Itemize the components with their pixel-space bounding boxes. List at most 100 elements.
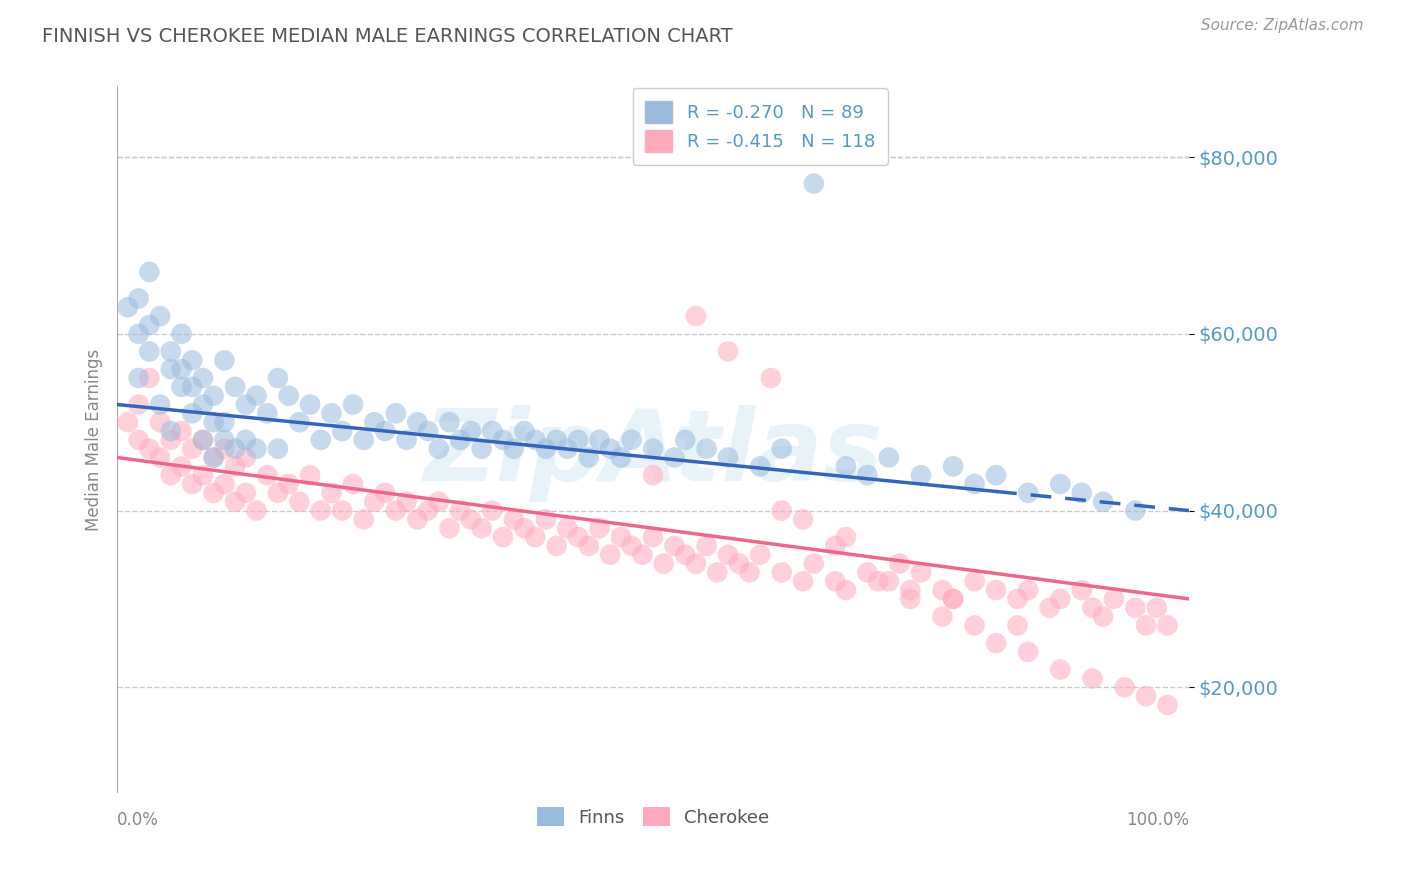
Point	[963, 477, 986, 491]
Point	[673, 548, 696, 562]
Point	[309, 433, 332, 447]
Point	[588, 521, 610, 535]
Point	[856, 566, 879, 580]
Point	[416, 503, 439, 517]
Point	[641, 530, 664, 544]
Point	[267, 442, 290, 456]
Point	[877, 450, 900, 465]
Point	[685, 557, 707, 571]
Point	[599, 548, 621, 562]
Point	[631, 548, 654, 562]
Point	[803, 177, 825, 191]
Point	[1049, 591, 1071, 606]
Point	[717, 450, 740, 465]
Point	[727, 557, 749, 571]
Point	[267, 371, 290, 385]
Point	[406, 512, 429, 526]
Text: ZipAtlas: ZipAtlas	[423, 406, 883, 502]
Point	[191, 433, 214, 447]
Point	[330, 424, 353, 438]
Point	[363, 415, 385, 429]
Point	[170, 459, 193, 474]
Point	[309, 503, 332, 517]
Point	[534, 512, 557, 526]
Point	[578, 450, 600, 465]
Point	[770, 442, 793, 456]
Point	[877, 574, 900, 589]
Point	[567, 433, 589, 447]
Point	[149, 450, 172, 465]
Point	[245, 442, 267, 456]
Point	[149, 309, 172, 323]
Point	[578, 539, 600, 553]
Point	[128, 397, 150, 411]
Point	[1092, 494, 1115, 508]
Point	[138, 371, 160, 385]
Point	[138, 344, 160, 359]
Point	[546, 539, 568, 553]
Point	[128, 292, 150, 306]
Point	[1007, 591, 1029, 606]
Point	[159, 362, 181, 376]
Point	[513, 521, 536, 535]
Point	[555, 521, 578, 535]
Point	[191, 371, 214, 385]
Point	[374, 424, 396, 438]
Point	[159, 344, 181, 359]
Point	[685, 309, 707, 323]
Point	[620, 433, 643, 447]
Point	[138, 318, 160, 332]
Point	[749, 459, 772, 474]
Point	[1102, 591, 1125, 606]
Point	[202, 450, 225, 465]
Point	[1081, 672, 1104, 686]
Point	[1017, 583, 1039, 598]
Legend: Finns, Cherokee: Finns, Cherokee	[530, 800, 776, 834]
Point	[235, 433, 257, 447]
Point	[299, 468, 322, 483]
Point	[502, 442, 524, 456]
Point	[770, 566, 793, 580]
Point	[181, 442, 204, 456]
Point	[471, 442, 494, 456]
Point	[159, 433, 181, 447]
Point	[214, 415, 236, 429]
Point	[170, 326, 193, 341]
Point	[353, 433, 375, 447]
Point	[803, 557, 825, 571]
Point	[170, 424, 193, 438]
Point	[513, 424, 536, 438]
Point	[416, 424, 439, 438]
Point	[984, 583, 1007, 598]
Point	[427, 494, 450, 508]
Point	[1092, 609, 1115, 624]
Point	[1049, 477, 1071, 491]
Point	[439, 415, 461, 429]
Point	[439, 521, 461, 535]
Point	[395, 494, 418, 508]
Point	[1135, 618, 1157, 632]
Point	[138, 442, 160, 456]
Point	[868, 574, 890, 589]
Point	[449, 433, 471, 447]
Point	[588, 433, 610, 447]
Point	[717, 344, 740, 359]
Point	[214, 477, 236, 491]
Point	[696, 539, 718, 553]
Point	[1049, 663, 1071, 677]
Point	[524, 530, 547, 544]
Point	[191, 468, 214, 483]
Text: 0.0%: 0.0%	[117, 811, 159, 829]
Point	[159, 468, 181, 483]
Point	[910, 566, 932, 580]
Point	[117, 301, 139, 315]
Point	[963, 574, 986, 589]
Point	[363, 494, 385, 508]
Point	[546, 433, 568, 447]
Point	[330, 503, 353, 517]
Point	[191, 433, 214, 447]
Point	[117, 415, 139, 429]
Point	[717, 548, 740, 562]
Point	[502, 512, 524, 526]
Point	[342, 477, 364, 491]
